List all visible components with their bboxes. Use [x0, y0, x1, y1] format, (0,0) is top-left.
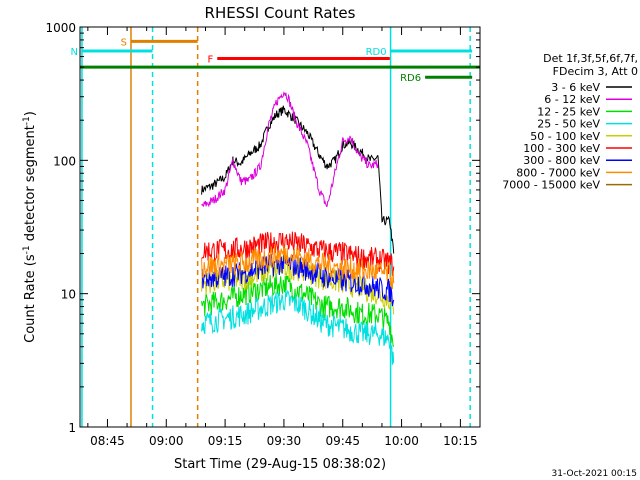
series-line: [201, 255, 395, 315]
series-line: [201, 289, 395, 365]
flag-label: RD6: [400, 73, 421, 84]
legend-header: FDecim 3, Att 0: [553, 65, 638, 78]
y-tick-label: 100: [53, 154, 76, 168]
legend-header: Det 1f,3f,5f,6f,7f,: [543, 52, 638, 65]
flag-label: N: [70, 47, 77, 58]
y-axis: 1 10 100 1000: [45, 21, 480, 435]
plot-frame: [79, 26, 481, 428]
legend-entry: 12 - 25 keV: [537, 105, 600, 118]
x-tick-label: 10:00: [384, 434, 419, 448]
x-tick-label: 10:15: [443, 434, 478, 448]
x-tick-label: 09:15: [208, 434, 243, 448]
flag-label: S: [121, 37, 127, 48]
legend-entry: 800 - 7000 keV: [516, 166, 600, 179]
x-axis: 08:45 09:00 09:15 09:30 09:45 10:00 10:15: [87, 27, 481, 448]
x-tick-label: 09:30: [267, 434, 302, 448]
flag-label: RD0: [366, 47, 387, 58]
series-line: [201, 243, 395, 290]
legend-entry: 50 - 100 keV: [530, 130, 600, 143]
chart-title: RHESSI Count Rates: [205, 4, 356, 22]
series-line: [201, 91, 379, 208]
legend-entry: 300 - 800 keV: [523, 154, 600, 167]
legend-entry: 3 - 6 keV: [551, 81, 600, 94]
legend-entry: 100 - 300 keV: [523, 142, 600, 155]
x-tick-label: 08:45: [90, 434, 125, 448]
plot-area: S N F RD0 RD6: [70, 27, 480, 427]
y-tick-label: 1000: [45, 21, 76, 35]
x-axis-label: Start Time (29-Aug-15 08:38:02): [174, 457, 386, 472]
x-tick-label: 09:45: [325, 434, 360, 448]
legend-entry: 6 - 12 keV: [544, 93, 600, 106]
footer-date: 31-Oct-2021 00:15: [552, 469, 637, 479]
y-axis-label: Count Rate (s-1 detector segment-1): [22, 111, 38, 343]
series-line: [201, 273, 395, 347]
x-tick-label: 09:00: [149, 434, 184, 448]
y-tick-label: 10: [61, 288, 76, 302]
y-tick-label: 1: [68, 421, 76, 435]
legend-entry: 7000 - 15000 keV: [502, 179, 600, 192]
legend: Det 1f,3f,5f,6f,7f,FDecim 3, Att 0 3 - 6 …: [502, 52, 638, 192]
legend-entry: 25 - 50 keV: [537, 118, 600, 131]
flag-label: F: [207, 55, 213, 66]
